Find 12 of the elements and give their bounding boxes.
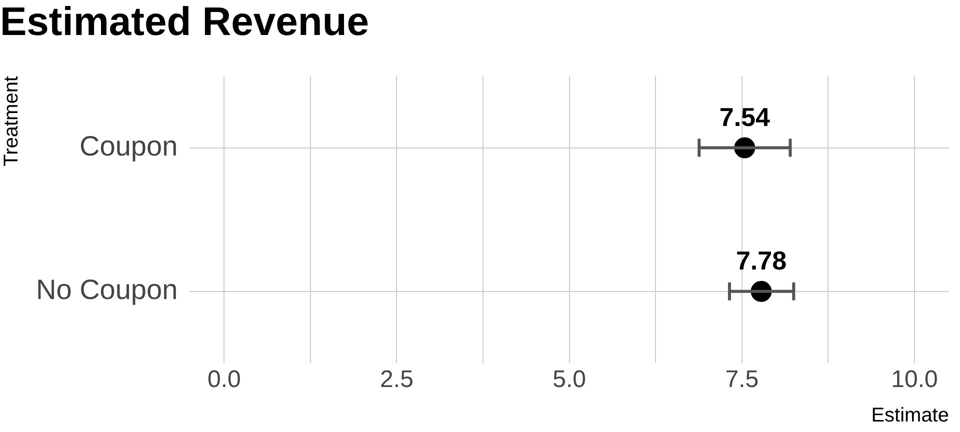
chart-title: Estimated Revenue [0, 0, 370, 44]
x-tick-label: 0.0 [207, 366, 241, 394]
y-tick-label: No Coupon [36, 274, 178, 306]
x-tick-label: 7.5 [725, 366, 759, 394]
x-tick-label: 2.5 [380, 366, 414, 394]
y-tick-label: Coupon [80, 130, 178, 162]
x-tick-label: 5.0 [552, 366, 586, 394]
y-axis-title: Treatment [0, 76, 23, 166]
data-label: 7.78 [736, 246, 787, 276]
data-label: 7.54 [719, 102, 771, 132]
x-tick-label: 10.0 [891, 366, 938, 394]
x-axis-title: Estimate [871, 404, 949, 427]
